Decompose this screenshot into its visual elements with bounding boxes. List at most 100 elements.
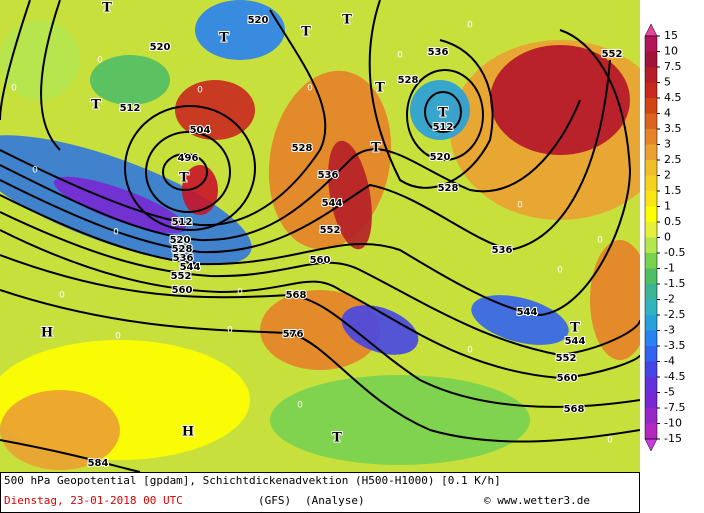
- zero-label: 0: [517, 201, 523, 211]
- footer-description: 500 hPa Geopotential [gpdam], Schichtdic…: [4, 474, 501, 487]
- contour-label: 520: [150, 42, 171, 53]
- contour-label: 568: [564, 404, 585, 415]
- contour-line: [145, 131, 231, 213]
- colorbar-band: [645, 377, 657, 393]
- colorbar-label: -1.5: [664, 277, 685, 290]
- footer-box: [0, 472, 640, 513]
- advection-area: [270, 375, 530, 465]
- high-pressure-label: H: [41, 326, 53, 341]
- contour-label: 536: [492, 245, 513, 256]
- colorbar-band: [645, 191, 657, 207]
- colorbar-label: 5: [664, 76, 671, 89]
- colorbar: 15 10 7.5 5 4.5 4 3.5 3 2.5 2 1.5 1 0.5 0 -0.5 -1 -1.5 -2…: [644, 23, 685, 452]
- contour-label: 544: [517, 307, 538, 318]
- footer-run: (Analyse): [305, 494, 365, 507]
- colorbar-label: -4.5: [664, 370, 685, 383]
- contour-label: 528: [398, 75, 419, 86]
- contour-line: [40, 0, 61, 151]
- zero-label: 0: [307, 84, 313, 94]
- colorbar-label: -5: [664, 386, 675, 399]
- contour-label: 552: [602, 49, 623, 60]
- zero-label: 0: [467, 21, 473, 31]
- contour-line: [368, 0, 494, 189]
- footer-credit: © www.wetter3.de: [484, 494, 590, 507]
- colorbar-label: 10: [664, 45, 678, 58]
- colorbar-label: 1: [664, 200, 671, 213]
- contour-label: 528: [292, 143, 313, 154]
- advection-area: [328, 140, 372, 250]
- contour-label: 536: [428, 47, 449, 58]
- colorbar-label: 0: [664, 231, 671, 244]
- colorbar-band: [645, 129, 657, 145]
- contour-label: 536: [173, 253, 194, 264]
- colorbar-label: -0.5: [664, 246, 685, 259]
- zero-label: 0: [467, 346, 473, 356]
- colorbar-label: -3.5: [664, 339, 685, 352]
- contour-line: [0, 0, 31, 121]
- contour-label: 512: [172, 217, 193, 228]
- colorbar-band: [645, 222, 657, 238]
- contour-label: 512: [120, 103, 141, 114]
- colorbar-band: [645, 36, 657, 52]
- colorbar-band: [645, 315, 657, 331]
- colorbar-label: 0.5: [664, 215, 682, 228]
- contour-line: [162, 153, 208, 191]
- colorbar-label: -15: [664, 432, 682, 445]
- contour-label: 560: [310, 255, 331, 266]
- high-pressure-label: H: [182, 425, 194, 440]
- contour-line: [406, 69, 484, 161]
- advection-area: [90, 55, 170, 105]
- advection-area: [490, 45, 630, 155]
- advection-area: [182, 165, 218, 215]
- low-pressure-label: T: [179, 171, 189, 186]
- contour-label: 552: [320, 225, 341, 236]
- contour-line: [424, 91, 462, 133]
- contour-label: 576: [283, 329, 304, 340]
- contour-label: 584: [88, 458, 109, 469]
- contour-label: 528: [438, 183, 459, 194]
- contour-line: [0, 439, 141, 472]
- zero-label: 0: [113, 228, 119, 238]
- colorbar-band: [645, 144, 657, 160]
- contour-line: [0, 9, 327, 227]
- low-pressure-label: T: [91, 98, 101, 113]
- colorbar-band: [645, 51, 657, 67]
- zero-label: 0: [227, 326, 233, 336]
- colorbar-band: [645, 299, 657, 315]
- contour-line: [0, 289, 640, 443]
- colorbar-band: [645, 408, 657, 424]
- low-pressure-label: T: [219, 31, 229, 46]
- contour-label: 544: [322, 198, 343, 209]
- colorbar-label: 3.5: [664, 122, 682, 135]
- colorbar-band: [645, 284, 657, 300]
- contour-line: [0, 211, 640, 357]
- colorbar-label: -3: [664, 324, 675, 337]
- colorbar-label: 4.5: [664, 91, 682, 104]
- colorbar-band: [645, 98, 657, 114]
- zero-label: 0: [607, 436, 613, 446]
- low-pressure-label: T: [342, 13, 352, 28]
- colorbar-top-arrow: [644, 23, 658, 37]
- colorbar-band: [645, 206, 657, 222]
- contour-line: [0, 99, 581, 242]
- contour-line: [0, 59, 611, 254]
- colorbar-band: [645, 392, 657, 408]
- advection-area: [410, 80, 470, 140]
- advection-area: [0, 390, 120, 470]
- colorbar-label: 2: [664, 169, 671, 182]
- colorbar-band: [645, 330, 657, 346]
- footer-model: (GFS): [258, 494, 291, 507]
- contour-label: 552: [556, 353, 577, 364]
- contour-label: 496: [178, 153, 199, 164]
- colorbar-label: 7.5: [664, 60, 682, 73]
- contour-label: 552: [171, 271, 192, 282]
- zero-label: 0: [197, 86, 203, 96]
- zero-label: 0: [115, 332, 121, 342]
- zero-label: 0: [297, 401, 303, 411]
- low-pressure-label: T: [102, 1, 112, 16]
- contour-label: 520: [430, 152, 451, 163]
- low-pressure-label: T: [375, 81, 385, 96]
